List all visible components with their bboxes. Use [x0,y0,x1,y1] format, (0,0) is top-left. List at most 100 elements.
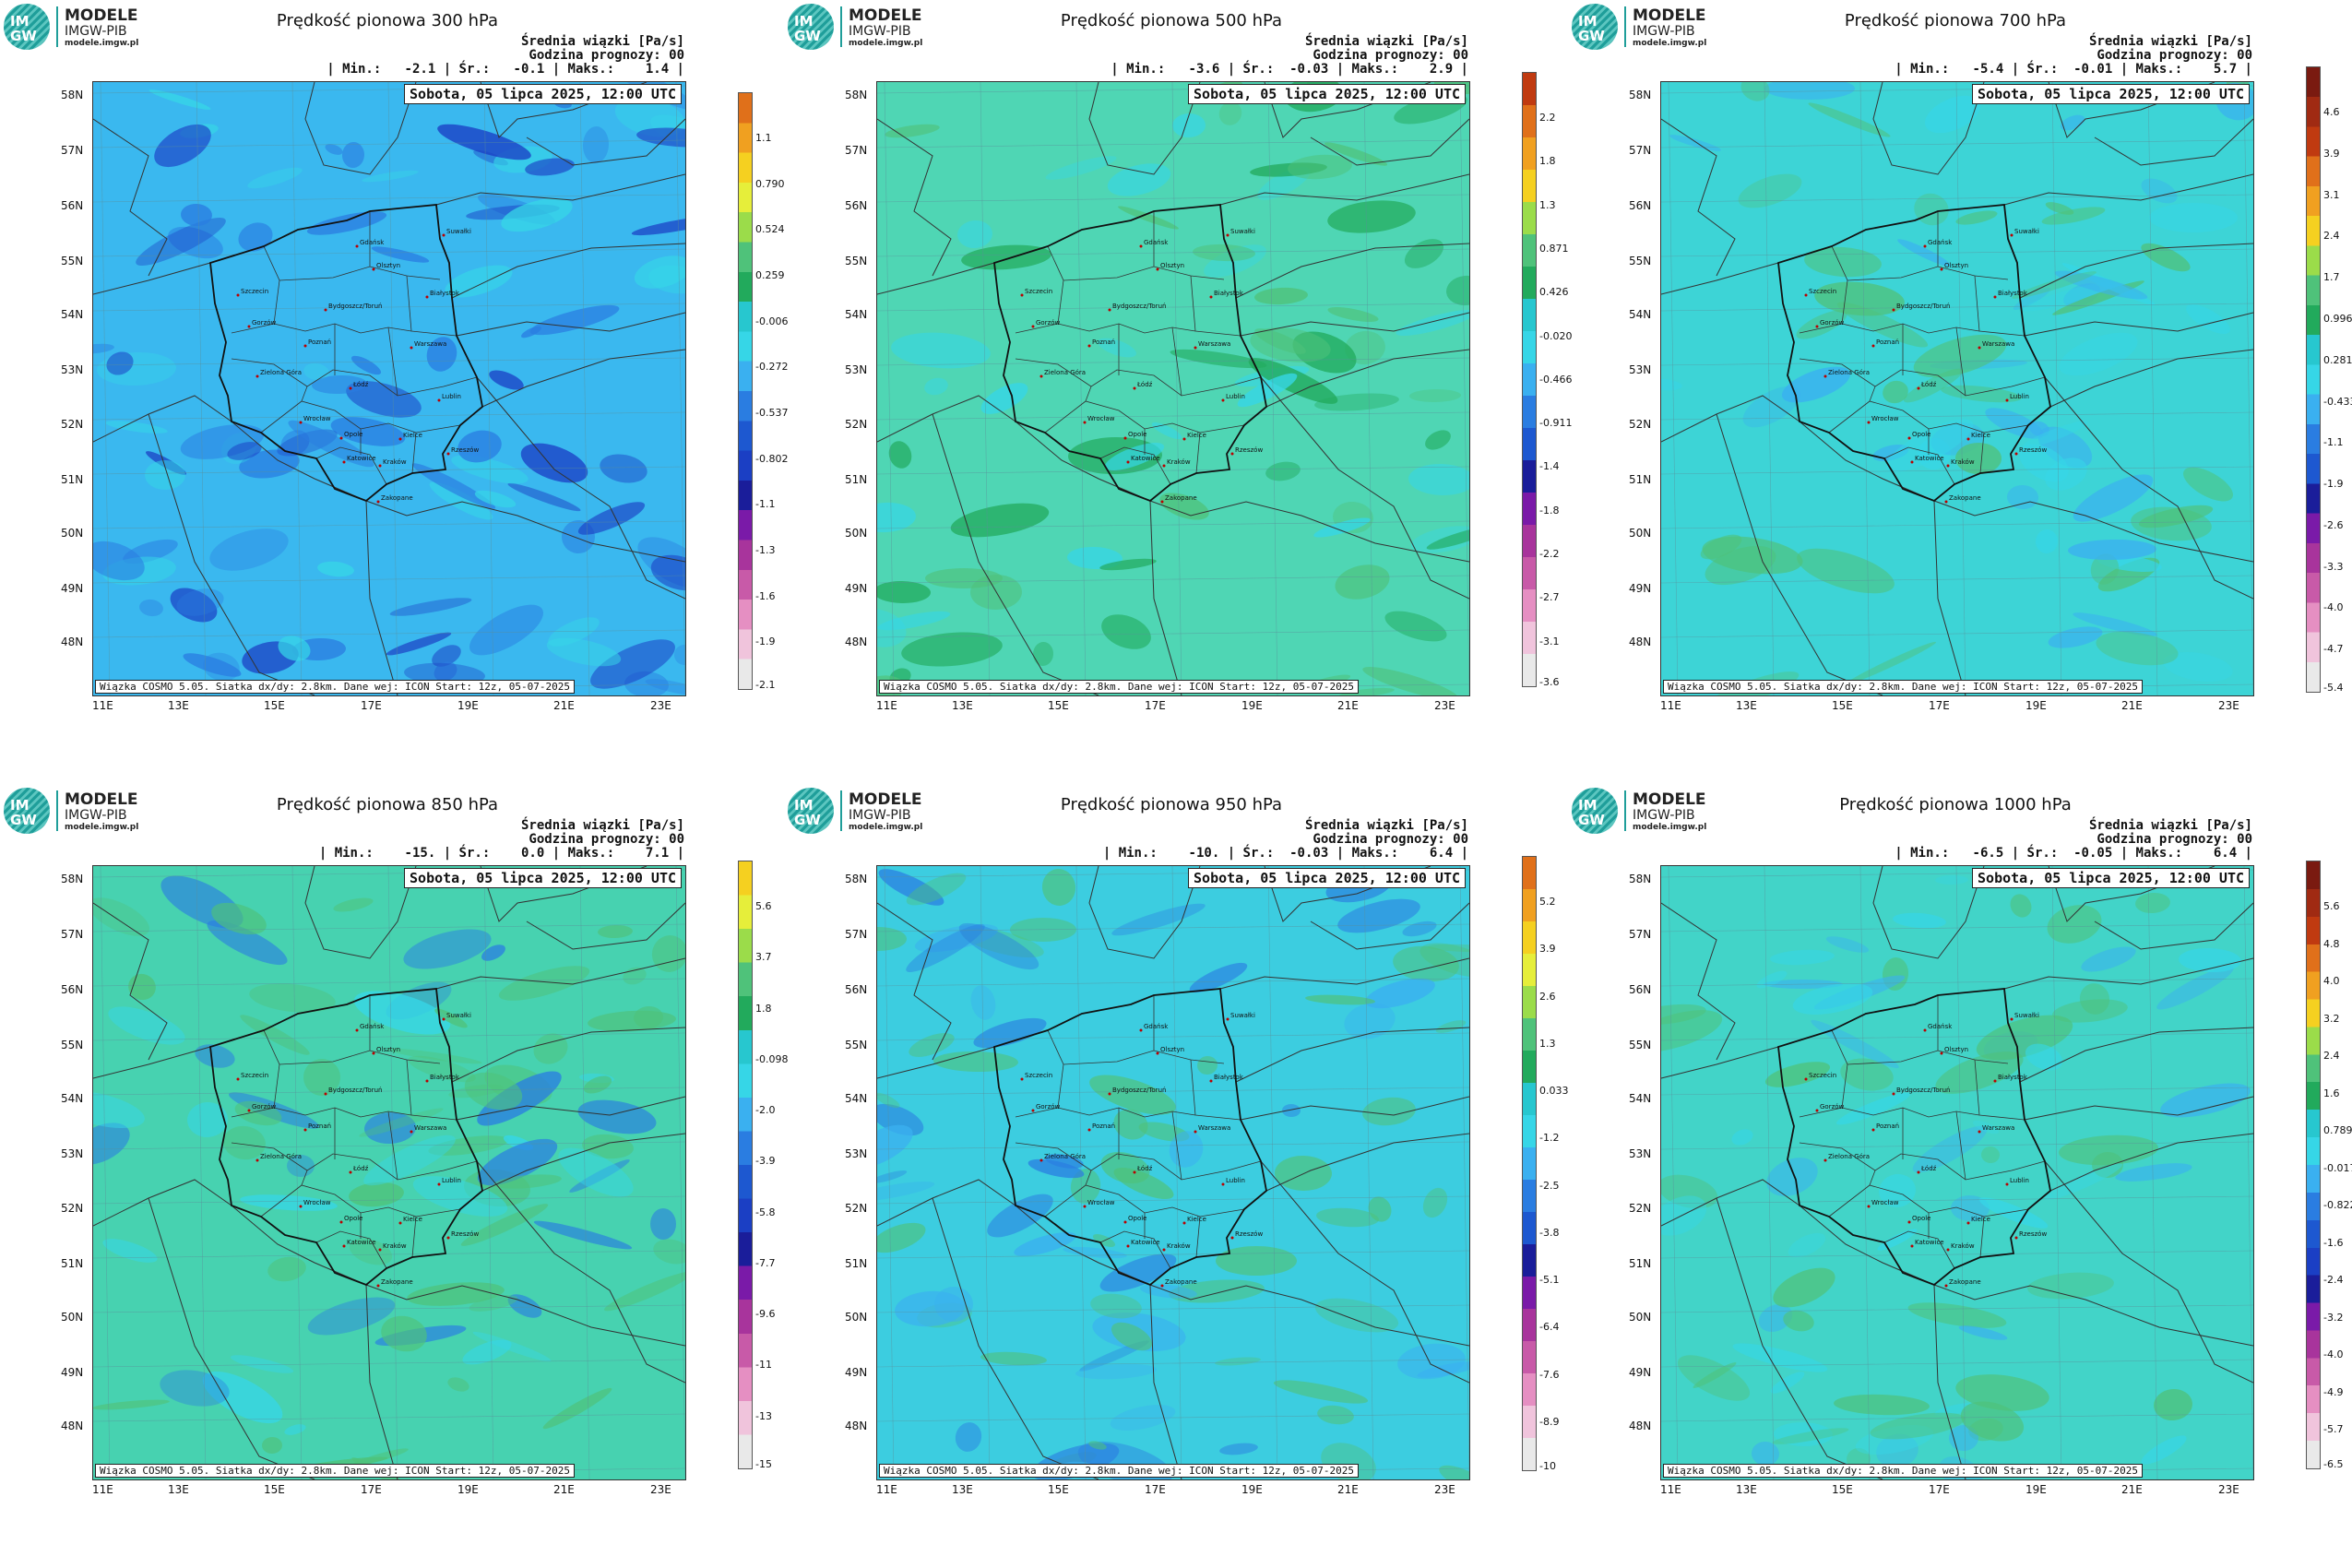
field-blob [195,1044,235,1068]
logo-emblem-text-top: IM [794,13,814,30]
field-blob [877,611,951,631]
city-label: Wrocław [1871,1199,1899,1206]
field-blob [2027,1272,2114,1300]
field-blob [582,1134,634,1159]
city-label: Katowice [347,455,376,462]
field-blob [877,609,907,647]
field-blob [1792,983,1873,1015]
colorbar-tick-label: -15 [755,1458,772,1470]
field-blob [1397,1343,1466,1380]
city-marker [342,460,346,464]
latitude-label: 52N [61,1202,84,1215]
colorbar-tick-label: -0.272 [755,361,789,374]
field-blob [1840,1058,1894,1091]
city-marker [355,1028,359,1032]
latitude-label: 50N [845,527,868,540]
city-marker [324,1092,327,1096]
city-label: Olsztyn [1944,1046,1968,1053]
city-marker [1917,386,1920,390]
field-blob [1101,614,1151,649]
colorbar-tick-label: -3.6 [1539,676,1560,688]
model-footer: Wiązka COSMO 5.05. Siatka dx/dy: 2.8km. … [879,680,1359,694]
grid-line [675,82,685,695]
map-panel: IM GW MODELE IMGW-PIB modele.imgw.pl Prę… [784,0,1572,784]
field-blob [1368,1196,1392,1222]
field-blob [2025,1043,2063,1071]
city-label: Bydgoszcz/Toruń [328,1087,382,1094]
grid-line [93,978,685,987]
country-border [2003,957,2253,990]
city-marker [1160,500,1164,504]
city-marker [1087,1128,1091,1132]
latitude-label: 49N [845,582,868,595]
field-blob [877,1124,913,1169]
latitude-label: 51N [845,473,868,486]
longitude-label: 11E [1660,699,1681,712]
grid-line [877,575,1469,584]
city-marker [378,464,382,468]
grid-line [2051,866,2062,1479]
colorbar-tick-label: -0.822 [2323,1199,2352,1212]
field-blob [1151,422,1182,440]
field-blob [1772,1428,1849,1444]
grid-line [93,466,685,475]
colorbar-tick-label: 0.426 [1539,286,1569,299]
city-label: Zakopane [381,494,413,502]
grid-line [877,194,1469,203]
field-blob [426,337,457,372]
city-marker [1946,1248,1950,1252]
country-border [456,312,685,337]
field-blob [325,144,343,155]
city-label: Zielona Góra [1828,369,1870,376]
city-label: Gdańsk [360,1023,385,1030]
field-blob [1237,373,1298,408]
logo-emblem-icon: IM GW [788,4,834,50]
field-blob [371,246,430,263]
city-label: Suwałki [1230,1012,1255,1019]
city-label: Łódź [1920,381,1937,388]
field-blob [1978,1197,2049,1229]
field-blob [240,1194,338,1211]
field-blob [958,922,1039,970]
city-label: Rzeszów [1235,1230,1263,1238]
wind-field-svg: Gdańsk Suwałki Olsztyn Szczecin Bydgoszcz/To… [877,866,1469,1479]
grid-line [1661,1304,2253,1313]
city-label: Kraków [1951,1242,1975,1250]
colorbar-tick-label: 0.524 [755,223,785,236]
grid-line [1661,1087,2253,1096]
longitude-label: 23E [1434,699,1455,712]
colorbar-tick-label: -1.3 [755,544,776,556]
colorbar-tick-label: -0.802 [755,452,789,465]
city-marker [1871,1128,1875,1132]
field-blob [160,1370,230,1407]
city-label: Zakopane [381,1278,413,1286]
country-border [1265,1133,1469,1192]
country-border [2019,1027,2253,1083]
longitude-label: 17E [361,699,382,712]
field-blob [2073,474,2154,522]
field-blob [1337,898,1420,933]
city-label: Poznań [1092,1123,1115,1130]
latitude-label: 57N [1629,144,1652,157]
country-border [1799,421,2253,563]
country-border [1265,349,1469,408]
grid-line [93,357,685,366]
field-blob [105,421,168,434]
wind-field-svg: Gdańsk Suwałki Olsztyn Szczecin Bydgoszcz/To… [877,82,1469,695]
city-marker [1892,308,1895,312]
city-label: Gdańsk [1928,1023,1953,1030]
logo-subname: IMGW-PIB [849,24,911,39]
colorbar-tick-label: -1.9 [2323,478,2344,491]
voivodeship-border [1190,275,1196,332]
field-blob [1903,368,1964,403]
field-blob [2179,947,2241,973]
city-marker [442,1017,445,1021]
latitude-label: 52N [845,1202,868,1215]
latitude-label: 49N [61,1366,84,1379]
grid-line [1075,866,1087,1479]
valid-date-label: Sobota, 05 lipca 2025, 12:00 UTC [1188,868,1466,888]
colorbar-tick-label: -2.7 [1539,591,1560,604]
field-blob [1170,349,1267,369]
city-label: Suwałki [2014,228,2039,235]
city-marker [1108,308,1111,312]
